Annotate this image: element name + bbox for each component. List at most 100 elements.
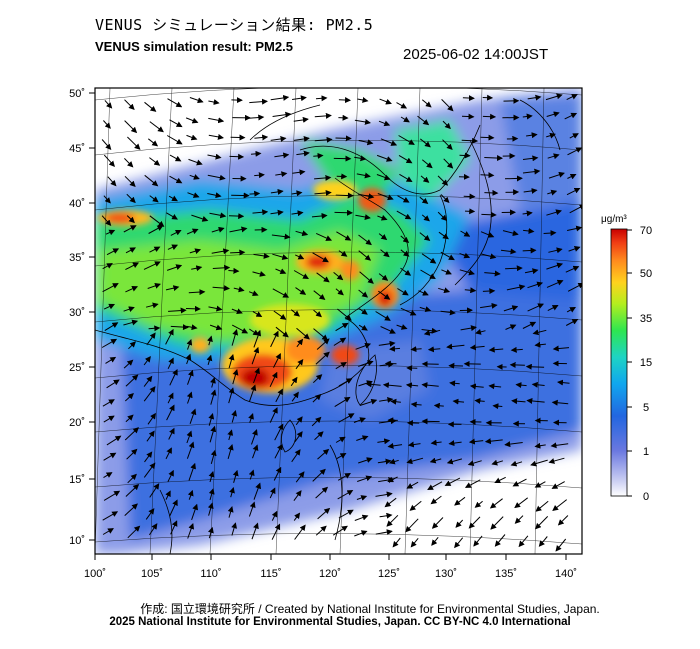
wind-vector	[410, 346, 422, 353]
wind-vector	[295, 287, 307, 295]
wind-vector	[427, 346, 441, 353]
wind-vector	[505, 324, 517, 330]
wind-vector	[546, 262, 564, 270]
wind-vector	[106, 379, 120, 389]
lon-label: 125˚	[378, 568, 400, 580]
wind-vector	[335, 192, 354, 199]
wind-vector	[335, 288, 344, 296]
wind-vector	[186, 134, 198, 141]
wind-vector	[314, 189, 332, 196]
lat-label: 25˚	[69, 362, 85, 374]
wind-vector	[186, 338, 193, 350]
wind-vector	[433, 402, 444, 409]
colorbar-tick-label: 50	[640, 268, 652, 280]
coastlines	[95, 99, 561, 554]
wind-vector	[272, 111, 292, 118]
wind-vector	[535, 500, 549, 512]
wind-vector	[293, 512, 301, 521]
wind-vector	[492, 403, 503, 410]
title-en: VENUS simulation result: PM2.5	[95, 39, 293, 54]
wind-vector	[165, 447, 172, 460]
wind-vector	[169, 154, 182, 162]
wind-vector	[169, 119, 183, 128]
credit-line: 作成: 国立環境研究所 / Created by National Instit…	[140, 602, 600, 616]
wind-vector	[354, 155, 367, 162]
wind-vector	[143, 462, 156, 478]
wind-vector	[419, 232, 431, 242]
wind-vector	[103, 195, 111, 204]
wind-vector	[125, 484, 140, 497]
wind-vector	[410, 401, 422, 408]
wind-vector	[208, 305, 223, 312]
wind-vector	[440, 309, 456, 316]
wind-vector	[546, 111, 560, 118]
wind-vector	[292, 95, 307, 102]
wind-vector	[185, 353, 192, 365]
wind-vector	[459, 252, 471, 259]
wind-vector	[480, 302, 498, 309]
wind-vector	[446, 458, 463, 465]
wind-vector	[510, 460, 523, 467]
wind-vector	[515, 382, 527, 389]
wind-vector	[484, 438, 503, 445]
wind-vector	[106, 248, 120, 256]
wind-vector	[313, 152, 324, 159]
wind-vector	[317, 448, 330, 460]
wind-vector	[146, 332, 156, 346]
wind-vector	[143, 261, 161, 270]
wind-vector	[104, 100, 113, 109]
wind-vector	[212, 264, 231, 271]
wind-vector	[461, 137, 479, 144]
wind-vector	[532, 329, 547, 336]
wind-vector	[376, 154, 393, 162]
wind-vector	[506, 284, 526, 291]
wind-vector	[103, 154, 115, 167]
wind-vector	[228, 213, 245, 220]
wind-vector	[249, 384, 257, 402]
wind-vector	[545, 93, 563, 101]
wind-vector	[469, 383, 484, 390]
wind-vector	[123, 225, 137, 233]
wind-vector	[429, 457, 442, 464]
wind-vector	[354, 514, 369, 521]
wind-vector	[316, 272, 330, 283]
wind-vector	[358, 457, 373, 464]
wind-vector	[480, 172, 495, 179]
wind-vector	[333, 272, 344, 281]
wind-vector	[409, 500, 422, 511]
colorbar-tick-label: 1	[643, 446, 649, 458]
wind-vector	[251, 522, 259, 540]
wind-vector	[398, 135, 415, 145]
wind-vector	[527, 281, 544, 289]
wind-vector	[229, 153, 245, 160]
lon-label: 130˚	[435, 568, 457, 580]
wind-vector	[375, 311, 391, 321]
map-frame	[94, 87, 583, 555]
wind-vector	[105, 229, 116, 236]
wind-vector	[123, 306, 135, 313]
wind-vector	[534, 442, 546, 449]
wind-vector	[248, 413, 254, 423]
wind-vector	[149, 246, 161, 253]
wind-vector	[440, 251, 455, 261]
wind-vector	[392, 537, 401, 548]
wind-vector	[527, 94, 542, 101]
wind-vector	[148, 523, 158, 536]
wind-vector	[253, 482, 262, 500]
lat-label: 15˚	[69, 474, 85, 486]
wind-vector	[333, 337, 347, 346]
wind-vector	[252, 209, 269, 216]
wind-vector	[230, 249, 246, 256]
wind-vector	[271, 233, 291, 240]
wind-vector	[314, 174, 332, 181]
wind-vector	[524, 268, 539, 275]
wind-vector	[125, 247, 136, 254]
wind-vector	[149, 157, 161, 166]
wind-vector	[534, 481, 546, 488]
wind-vector	[187, 369, 194, 385]
wind-vector	[431, 517, 444, 529]
wind-vector	[207, 174, 226, 181]
wind-vector	[295, 230, 309, 237]
wind-vector	[375, 491, 393, 498]
wind-vector	[312, 252, 329, 263]
